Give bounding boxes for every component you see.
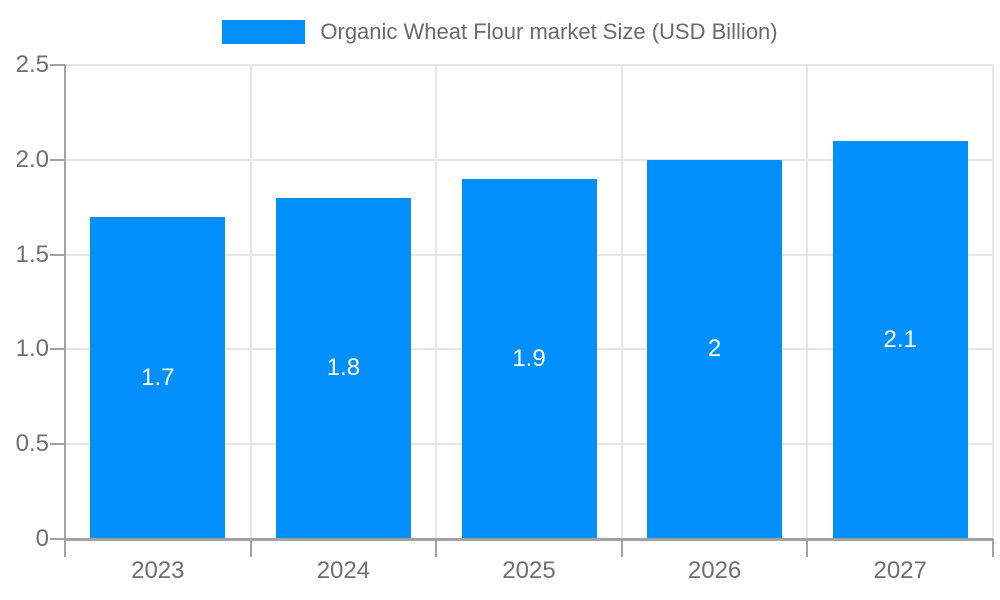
bar-value-label: 1.9	[512, 344, 546, 372]
gridline-horizontal	[65, 158, 993, 161]
bar-2027[interactable]: 2.1	[832, 140, 968, 539]
x-axis-tick	[435, 539, 438, 557]
legend-swatch	[222, 20, 306, 44]
x-axis-tick	[992, 539, 994, 557]
x-axis-label: 2024	[316, 557, 371, 584]
bar-2026[interactable]: 2	[647, 159, 783, 539]
x-axis-label: 2023	[131, 557, 185, 584]
y-axis-tick	[50, 538, 65, 540]
x-axis-tick	[806, 539, 809, 557]
x-axis-tick	[620, 539, 623, 557]
x-axis-tick	[249, 539, 252, 557]
bar-2023[interactable]: 1.7	[90, 216, 226, 539]
y-axis-label: 1.0	[15, 335, 49, 363]
gridline-vertical	[992, 65, 994, 539]
x-axis-label: 2027	[873, 557, 927, 584]
gridline-vertical	[806, 65, 809, 539]
bar-2025[interactable]: 1.9	[461, 178, 597, 539]
bar-2024[interactable]: 1.8	[275, 197, 411, 539]
y-axis-label: 0.5	[15, 430, 49, 458]
bar-value-label: 1.7	[141, 363, 175, 391]
x-axis-line	[65, 537, 993, 541]
gridline-horizontal	[65, 64, 993, 66]
x-axis-label: 2026	[687, 557, 742, 584]
gridline-vertical	[620, 65, 623, 539]
y-axis-label: 0	[35, 525, 49, 552]
y-axis-label: 1.5	[15, 240, 49, 268]
y-axis-line	[64, 65, 66, 539]
y-axis-label: 2.5	[15, 51, 49, 78]
y-axis-label: 2.0	[15, 145, 49, 173]
y-axis-tick	[50, 348, 65, 351]
bar-value-label: 2.1	[883, 325, 917, 353]
y-axis-tick	[50, 64, 65, 66]
y-axis-tick	[50, 158, 65, 161]
gridline-vertical	[249, 65, 252, 539]
gridline-vertical	[435, 65, 438, 539]
y-axis-tick	[50, 443, 65, 446]
bar-value-label: 2	[707, 335, 722, 363]
chart-legend[interactable]: Organic Wheat Flour market Size (USD Bil…	[0, 19, 1000, 45]
legend-label: Organic Wheat Flour market Size (USD Bil…	[320, 19, 778, 44]
y-axis-tick	[50, 253, 65, 256]
x-axis-tick	[64, 539, 66, 557]
x-axis-label: 2025	[502, 557, 556, 584]
bar-value-label: 1.8	[326, 354, 361, 382]
